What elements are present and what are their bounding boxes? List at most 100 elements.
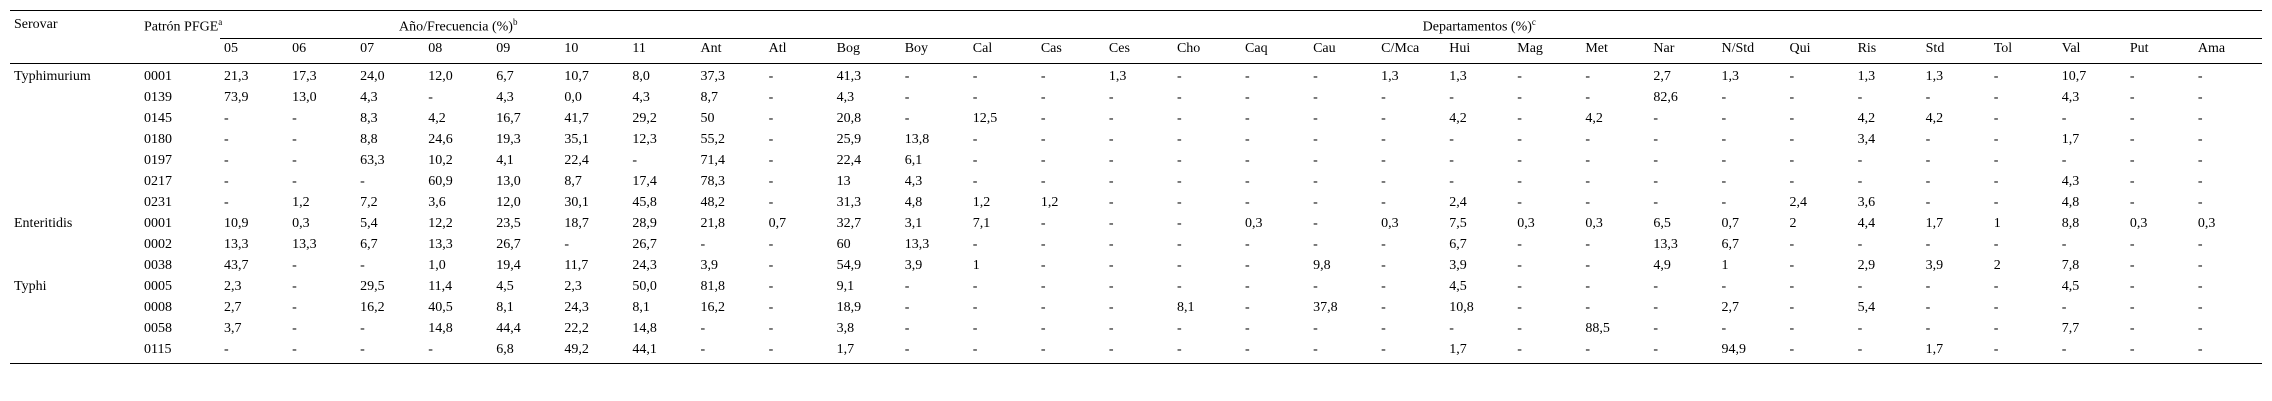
value-cell: - xyxy=(424,339,493,364)
value-cell: 4,8 xyxy=(904,195,923,211)
value-cell: - xyxy=(1108,153,1114,169)
value-cell: - xyxy=(1857,174,1863,190)
value-cell: - xyxy=(768,321,774,337)
value-cell: 12,0 xyxy=(428,69,453,85)
value-cell: - xyxy=(1108,111,1114,127)
value-cell: 43,7 xyxy=(224,258,249,274)
value-cell: 7,2 xyxy=(360,195,378,211)
footnote-mark: c xyxy=(1531,17,1536,27)
value-cell: - xyxy=(1517,258,1522,274)
value-cell: 0,3 xyxy=(1381,216,1399,232)
value-cell: - xyxy=(1245,174,1250,190)
value-cell: - xyxy=(1585,174,1590,190)
table-row: 0038 43,7 - - 1,0 19,4 11,7 24,3 3,9 - 54,9 3,9 1 - - -… xyxy=(10,256,2262,277)
value-cell: - xyxy=(1245,258,1250,274)
value-cell: - xyxy=(2061,300,2067,316)
value-cell: - xyxy=(1245,111,1250,127)
value-cell: - xyxy=(2129,258,2135,274)
value-cell: 3,9 xyxy=(700,258,719,274)
dept-header: Cau xyxy=(1309,38,1378,64)
value-cell: 54,9 xyxy=(836,258,862,274)
pattern-cell: 0008 xyxy=(144,300,172,316)
dept-header: N/Std xyxy=(1717,38,1786,64)
value-cell: - xyxy=(2129,279,2135,295)
value-cell: - xyxy=(2129,195,2135,211)
value-cell: 4,3 xyxy=(632,90,650,106)
value-cell: 13,3 xyxy=(224,237,249,253)
value-cell: - xyxy=(1040,132,1046,148)
value-cell: - xyxy=(1925,90,1931,106)
value-cell: 1 xyxy=(1993,216,2001,232)
value-cell: 35,1 xyxy=(564,132,589,148)
dept-header: Put xyxy=(2125,38,2194,64)
year-header: 11 xyxy=(628,38,697,64)
value-cell: 18,7 xyxy=(564,216,589,232)
value-cell: 21,3 xyxy=(224,69,249,85)
value-cell: - xyxy=(1989,339,2058,364)
value-cell: 40,5 xyxy=(428,300,453,316)
dept-header: Mag xyxy=(1513,38,1582,64)
value-cell: 24,0 xyxy=(360,69,385,85)
value-cell: - xyxy=(2197,258,2203,274)
value-cell: 10,7 xyxy=(564,69,589,85)
value-cell: 6,7 xyxy=(496,69,514,85)
value-cell: - xyxy=(1313,279,1318,295)
value-cell: 50,0 xyxy=(632,279,657,295)
value-cell: - xyxy=(1585,195,1590,211)
pattern-cell: 0217 xyxy=(144,174,172,190)
value-cell: - xyxy=(1040,237,1046,253)
value-cell: - xyxy=(1108,90,1114,106)
value-cell: - xyxy=(1108,174,1114,190)
value-cell: - xyxy=(2197,195,2203,211)
value-cell: 3,9 xyxy=(1925,258,1944,274)
dept-header: Ant xyxy=(696,38,765,64)
value-cell: 1,7 xyxy=(1445,339,1514,364)
value-cell: - xyxy=(2197,279,2203,295)
value-cell: - xyxy=(1176,90,1182,106)
value-cell: - xyxy=(1040,111,1046,127)
value-cell: - xyxy=(2129,153,2135,169)
value-cell: - xyxy=(1241,339,1310,364)
dept-header: Std xyxy=(1921,38,1990,64)
value-cell: 21,8 xyxy=(700,216,726,232)
value-cell: - xyxy=(1108,321,1114,337)
pattern-cell: 0058 xyxy=(144,321,172,337)
pattern-cell: 0001 xyxy=(144,216,172,232)
value-cell: - xyxy=(1176,321,1182,337)
value-cell: 3,6 xyxy=(1857,195,1876,211)
value-cell: 1,3 xyxy=(1857,69,1876,85)
value-cell: 13,3 xyxy=(904,237,930,253)
year-header: 06 xyxy=(288,38,357,64)
value-cell: - xyxy=(1585,132,1590,148)
value-cell: - xyxy=(1653,321,1659,337)
value-cell: - xyxy=(1040,153,1046,169)
value-cell: 3,9 xyxy=(1449,258,1467,274)
value-cell: - xyxy=(1993,111,1999,127)
year-header: 10 xyxy=(560,38,629,64)
value-cell: 24,6 xyxy=(428,132,453,148)
value-cell: - xyxy=(1857,90,1863,106)
value-cell: 8,1 xyxy=(1176,300,1195,316)
value-cell: - xyxy=(1857,237,1863,253)
value-cell: 7,1 xyxy=(972,216,991,232)
value-cell: 1 xyxy=(972,258,980,274)
value-cell: - xyxy=(1381,279,1386,295)
value-cell: 63,3 xyxy=(360,153,385,169)
value-cell: 13,3 xyxy=(428,237,453,253)
dept-header: Qui xyxy=(1785,38,1854,64)
value-cell: - xyxy=(1585,90,1590,106)
value-cell: - xyxy=(904,69,910,85)
pattern-cell: 0139 xyxy=(144,90,172,106)
serovar-cell: Typhimurium xyxy=(14,69,91,85)
serovar-cell xyxy=(10,88,140,109)
value-cell: - xyxy=(1789,132,1795,148)
value-cell: 81,8 xyxy=(700,279,726,295)
value-cell: - xyxy=(1176,237,1182,253)
value-cell: - xyxy=(1313,195,1318,211)
value-cell: 6,5 xyxy=(1653,216,1671,232)
value-cell: 12,0 xyxy=(496,195,521,211)
value-cell: 9,8 xyxy=(1313,258,1331,274)
value-cell: 1,3 xyxy=(1925,69,1944,85)
value-cell: - xyxy=(1653,153,1659,169)
value-cell: - xyxy=(292,111,297,127)
